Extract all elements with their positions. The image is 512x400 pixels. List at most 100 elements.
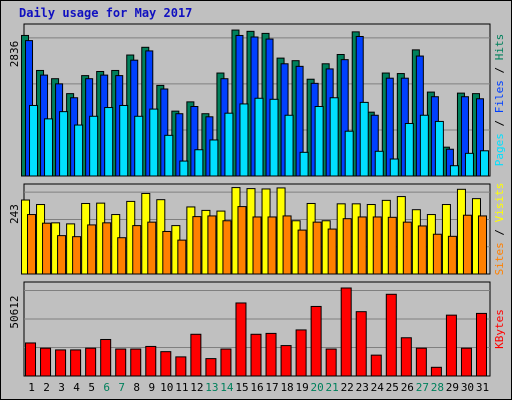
chart-title: Daily usage for May 2017 [19,6,193,20]
bar-sites-day-14 [222,220,232,275]
bar-pages-day-23 [359,101,369,177]
x-tick-label-day-27: 27 [416,381,429,394]
bar-sites-day-27 [417,225,427,275]
bar-kbytes-day-1 [25,342,37,377]
bar-sites-day-29 [447,235,457,275]
x-tick-label-day-19: 19 [295,381,308,394]
bar-kbytes-day-28 [430,366,442,377]
legend-part-2: / [493,222,506,242]
bar-pages-day-14 [224,112,234,177]
bar-sites-day-24 [372,216,382,275]
x-tick-label-day-29: 29 [446,381,459,394]
x-tick-label-day-26: 26 [401,381,414,394]
x-tick-label-day-6: 6 [103,381,110,394]
legend-part-4: / [493,60,506,80]
bar-pages-day-9 [149,108,159,177]
panel-2: 243 Sites / Visits [8,183,506,276]
legend-part-5: Hits [493,34,506,61]
bar-pages-day-18 [284,114,294,177]
bar-pages-day-7 [119,104,129,177]
x-tick-label-day-25: 25 [386,381,399,394]
bar-kbytes-day-7 [115,348,127,377]
bar-pages-day-21 [329,97,339,177]
legend-part-1: Sites [493,242,506,275]
x-tick-label-day-9: 9 [148,381,155,394]
x-tick-label-day-20: 20 [311,381,324,394]
x-tick-label-day-18: 18 [280,381,293,394]
legend-part-3: Files [493,80,506,113]
bar-kbytes-day-14 [220,348,232,377]
panel-3: 50612 KBytes [8,281,506,377]
x-tick-label-day-12: 12 [190,381,203,394]
bar-pages-day-28 [434,120,444,177]
bar-kbytes-day-30 [460,347,472,377]
bar-pages-day-29 [449,165,459,177]
y-max-label: 243 [8,204,21,224]
x-tick-label-day-8: 8 [133,381,140,394]
x-tick-label-day-21: 21 [326,381,339,394]
bar-kbytes-day-5 [85,347,97,377]
x-tick-label-day-3: 3 [58,381,65,394]
x-tick-label-day-10: 10 [160,381,173,394]
bar-kbytes-day-21 [325,348,337,377]
bar-sites-day-30 [462,214,472,275]
bar-sites-day-12 [192,216,202,275]
panel-1: 2836 Pages / Files / Hits [8,23,506,177]
bar-sites-day-11 [177,239,187,275]
bar-sites-day-4 [72,236,82,275]
bar-sites-day-7 [117,237,127,275]
legend-part-2: / [493,113,506,133]
bar-pages-day-27 [419,114,429,177]
bar-kbytes-day-3 [55,349,67,377]
bar-pages-day-15 [239,103,249,177]
x-tick-label-day-4: 4 [73,381,80,394]
bar-sites-day-23 [357,216,367,275]
bar-sites-day-25 [387,216,397,275]
bar-sites-day-13 [207,215,217,275]
y-legend-label: Sites / Visits [493,183,506,276]
bar-kbytes-day-8 [130,348,142,377]
bar-pages-day-25 [389,158,399,177]
bar-sites-day-5 [87,224,97,275]
bar-pages-day-12 [194,149,204,177]
x-tick-label-day-5: 5 [88,381,95,394]
bar-pages-day-26 [404,122,414,177]
bar-kbytes-day-19 [295,329,307,377]
bar-kbytes-day-24 [370,354,382,377]
bar-kbytes-day-25 [385,293,397,377]
x-tick-label-day-2: 2 [43,381,50,394]
bar-kbytes-day-6 [100,338,112,377]
legend-part-3: Visits [493,183,506,223]
bar-kbytes-day-22 [340,287,352,377]
y-legend-label: KBytes [493,309,506,349]
x-tick-label-day-14: 14 [220,381,234,394]
bar-sites-day-10 [162,230,172,275]
bar-pages-day-10 [164,134,174,177]
bar-sites-day-28 [432,233,442,275]
bar-sites-day-31 [477,215,487,275]
bar-sites-day-6 [102,222,112,275]
bar-pages-day-16 [254,97,264,177]
bar-sites-day-15 [237,206,247,275]
bar-pages-day-24 [374,150,384,177]
bar-sites-day-22 [342,218,352,275]
x-tick-label-day-11: 11 [175,381,188,394]
x-tick-label-day-1: 1 [28,381,35,394]
bar-pages-day-2 [44,118,54,177]
bar-kbytes-day-13 [205,358,217,377]
x-tick-label-day-17: 17 [265,381,278,394]
bar-pages-day-19 [299,151,309,177]
bar-sites-day-17 [267,216,277,275]
x-tick-label-day-24: 24 [371,381,385,394]
bar-kbytes-day-26 [400,337,412,377]
bar-pages-day-4 [74,124,84,177]
x-tick-label-day-16: 16 [250,381,263,394]
bar-sites-day-3 [57,235,67,275]
y-legend-label: Pages / Files / Hits [493,34,506,167]
bar-pages-day-20 [314,106,324,177]
bar-kbytes-day-20 [310,305,322,377]
bar-pages-day-11 [179,160,189,177]
bar-pages-day-17 [269,98,279,177]
bar-kbytes-day-4 [70,349,82,377]
bar-sites-day-21 [327,228,337,275]
